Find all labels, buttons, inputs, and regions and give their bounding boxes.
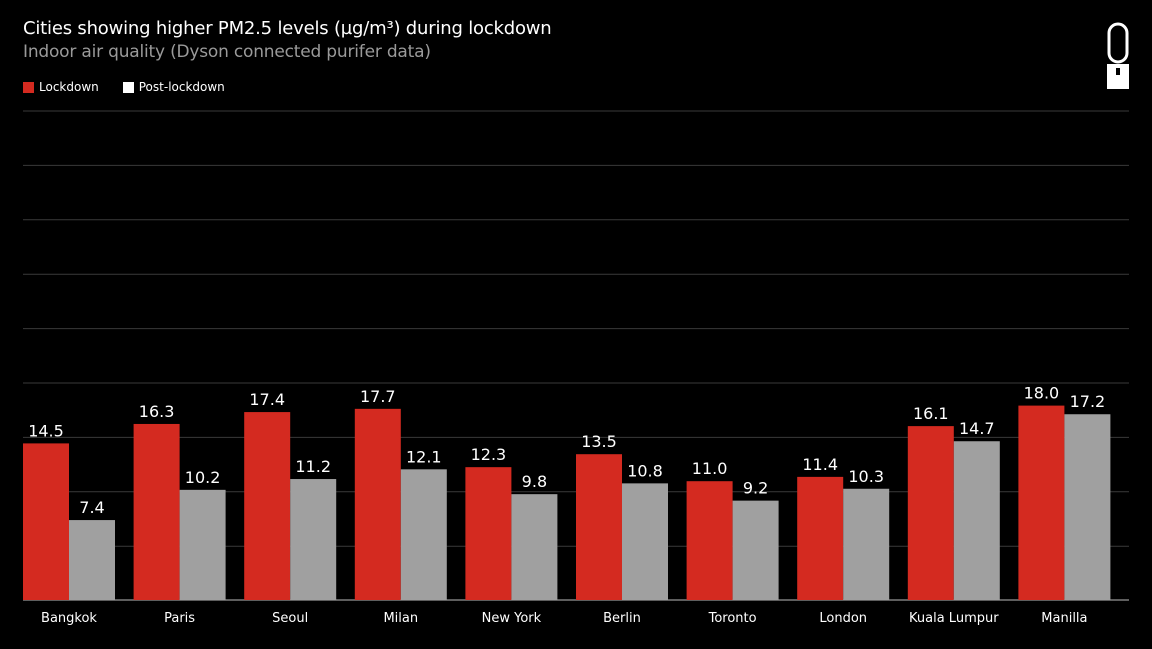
data-label: 14.7: [959, 419, 995, 438]
bar-lockdown: [23, 443, 69, 600]
bar-post-lockdown: [843, 488, 890, 600]
x-tick-label: Berlin: [603, 611, 641, 626]
data-label: 14.5: [28, 421, 64, 440]
data-label: 9.2: [743, 479, 768, 498]
bar-post-lockdown: [400, 469, 447, 600]
legend-swatch-lockdown: [23, 81, 34, 93]
data-label: 11.0: [692, 459, 728, 478]
data-label: 11.2: [295, 457, 331, 476]
chart-subtitle: Indoor air quality (Dyson connected puri…: [23, 42, 431, 62]
bar-lockdown: [354, 408, 401, 600]
bar-post-lockdown: [179, 489, 226, 600]
data-label: 10.8: [627, 461, 663, 480]
data-label: 17.7: [360, 387, 396, 406]
bar-lockdown: [576, 454, 622, 600]
data-label: 16.1: [913, 404, 949, 423]
legend-item-post-lockdown: Post-lockdown: [122, 80, 225, 94]
bar-lockdown: [797, 476, 844, 600]
bar-lockdown: [1018, 405, 1065, 600]
legend-label-post-lockdown: Post-lockdown: [138, 80, 225, 94]
data-label: 13.5: [581, 432, 617, 451]
chart-title: Cities showing higher PM2.5 levels (µg/m…: [23, 18, 552, 39]
bar-post-lockdown: [290, 479, 337, 600]
x-tick-label: Paris: [164, 611, 195, 626]
x-tick-label: Toronto: [708, 611, 757, 626]
legend-label-lockdown: Lockdown: [39, 80, 99, 94]
data-label: 10.2: [185, 468, 221, 487]
x-tick-label: Bangkok: [41, 611, 97, 626]
x-tick-label: Kuala Lumpur: [909, 611, 999, 626]
bar-lockdown: [244, 412, 291, 600]
x-tick-label: London: [819, 611, 867, 626]
x-tick-label: Milan: [383, 611, 418, 626]
bar-lockdown: [465, 467, 512, 600]
data-label: 17.2: [1070, 392, 1106, 411]
bar-post-lockdown: [511, 494, 558, 600]
x-tick-label: Manilla: [1041, 611, 1087, 626]
legend-item-lockdown: Lockdown: [23, 80, 99, 94]
bar-lockdown: [907, 426, 954, 600]
legend-swatch-post-lockdown: [122, 81, 134, 93]
data-label: 12.1: [406, 447, 442, 466]
data-label: 17.4: [249, 390, 285, 409]
x-tick-label: New York: [482, 611, 542, 626]
data-label: 7.4: [79, 498, 104, 517]
bar-lockdown: [686, 481, 733, 600]
dyson-purifier-icon: [1107, 22, 1129, 89]
data-label: 18.0: [1024, 384, 1060, 403]
bar-post-lockdown: [69, 520, 115, 600]
data-label: 16.3: [139, 402, 175, 421]
bar-post-lockdown: [622, 483, 668, 600]
data-label: 12.3: [471, 445, 507, 464]
bar-lockdown: [133, 423, 180, 600]
data-label: 10.3: [848, 467, 884, 486]
data-label: 11.4: [802, 455, 838, 474]
data-label: 9.8: [522, 472, 547, 491]
bar-post-lockdown: [1064, 414, 1111, 600]
bar-post-lockdown: [953, 441, 1000, 600]
legend: Lockdown Post-lockdown: [23, 80, 249, 94]
bar-post-lockdown: [732, 500, 779, 600]
x-tick-label: Seoul: [272, 611, 308, 626]
